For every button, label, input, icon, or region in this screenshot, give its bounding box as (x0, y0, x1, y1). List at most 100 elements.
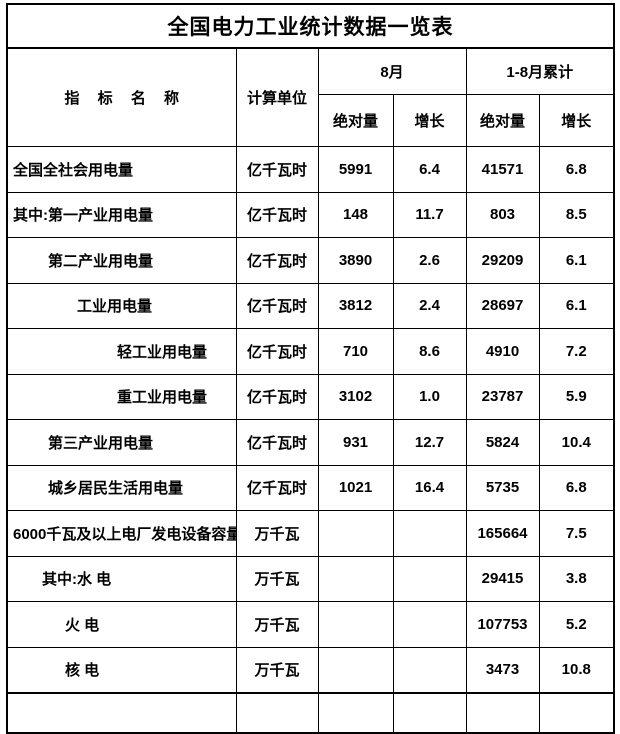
cumulative-absolute-cell: 29415 (465, 555, 540, 602)
cumulative-growth-cell: 6.1 (538, 282, 615, 329)
table-row: 城乡居民生活用电量 亿千瓦时 1021 16.4 5735 6.8 (6, 464, 615, 511)
august-absolute-cell (317, 601, 394, 648)
august-growth-cell: 1.0 (392, 373, 467, 420)
table-row: 其中:第一产业用电量 亿千瓦时 148 11.7 803 8.5 (6, 191, 615, 238)
cumulative-absolute-cell: 29209 (465, 237, 540, 284)
cutoff-row (6, 691, 615, 733)
cutoff-cell (538, 691, 615, 733)
indicator-name-cell: 核 电 (6, 646, 237, 693)
indicator-name-cell: 全国全社会用电量 (6, 146, 237, 193)
cumulative-absolute-cell: 41571 (465, 146, 540, 193)
cumulative-absolute-cell: 28697 (465, 282, 540, 329)
table-title: 全国电力工业统计数据一览表 (6, 3, 615, 49)
indicator-name-cell: 工业用电量 (6, 282, 237, 329)
cumulative-absolute-cell: 5735 (465, 464, 540, 511)
col-header-unit: 计算单位 (235, 47, 319, 147)
august-growth-cell: 6.4 (392, 146, 467, 193)
table-body: 全国全社会用电量 亿千瓦时 5991 6.4 41571 6.8 其中:第一产业… (6, 146, 615, 733)
august-absolute-cell (317, 555, 394, 602)
august-absolute-cell: 710 (317, 328, 394, 375)
august-absolute-cell: 3102 (317, 373, 394, 420)
table-row: 火 电 万千瓦 107753 5.2 (6, 601, 615, 648)
cumulative-absolute-cell: 803 (465, 191, 540, 238)
power-statistics-table: 全国电力工业统计数据一览表 指 标 名 称 计算单位 8月 1-8月累计 绝对量… (6, 3, 615, 734)
indicator-name-cell: 其中:水 电 (6, 555, 237, 602)
cutoff-cell (392, 691, 467, 733)
table-row: 重工业用电量 亿千瓦时 3102 1.0 23787 5.9 (6, 373, 615, 420)
unit-cell: 亿千瓦时 (235, 282, 319, 329)
header-group-row: 指 标 名 称 计算单位 8月 1-8月累计 (6, 47, 615, 147)
cutoff-cell (6, 691, 237, 733)
august-growth-cell: 2.4 (392, 282, 467, 329)
cumulative-absolute-cell: 3473 (465, 646, 540, 693)
cumulative-growth-cell: 7.2 (538, 328, 615, 375)
cumulative-growth-cell: 3.8 (538, 555, 615, 602)
table-row: 工业用电量 亿千瓦时 3812 2.4 28697 6.1 (6, 282, 615, 329)
cumulative-growth-cell: 10.4 (538, 419, 615, 466)
cumulative-growth-cell: 6.1 (538, 237, 615, 284)
col-header-cumulative-absolute: 绝对量 (465, 94, 540, 147)
cumulative-absolute-cell: 23787 (465, 373, 540, 420)
unit-cell: 亿千瓦时 (235, 191, 319, 238)
august-growth-cell (392, 601, 467, 648)
august-growth-cell: 12.7 (392, 419, 467, 466)
cutoff-cell (235, 691, 319, 733)
unit-cell: 亿千瓦时 (235, 419, 319, 466)
cumulative-growth-cell: 5.2 (538, 601, 615, 648)
august-absolute-cell (317, 646, 394, 693)
table-row: 其中:水 电 万千瓦 29415 3.8 (6, 555, 615, 602)
unit-cell: 亿千瓦时 (235, 464, 319, 511)
col-header-cumulative-growth: 增长 (538, 94, 615, 147)
indicator-name-cell: 6000千瓦及以上电厂发电设备容量 (6, 510, 237, 557)
august-absolute-cell: 1021 (317, 464, 394, 511)
table-row: 全国全社会用电量 亿千瓦时 5991 6.4 41571 6.8 (6, 146, 615, 193)
indicator-name-cell: 重工业用电量 (6, 373, 237, 420)
statistics-table-page: 全国电力工业统计数据一览表 指 标 名 称 计算单位 8月 1-8月累计 绝对量… (6, 3, 615, 734)
cumulative-absolute-cell: 107753 (465, 601, 540, 648)
august-growth-cell (392, 510, 467, 557)
col-header-indicator-name: 指 标 名 称 (6, 47, 237, 147)
table-row: 6000千瓦及以上电厂发电设备容量 万千瓦 165664 7.5 (6, 510, 615, 557)
unit-cell: 万千瓦 (235, 601, 319, 648)
august-growth-cell (392, 555, 467, 602)
table-row: 第三产业用电量 亿千瓦时 931 12.7 5824 10.4 (6, 419, 615, 466)
unit-cell: 亿千瓦时 (235, 146, 319, 193)
table-row: 核 电 万千瓦 3473 10.8 (6, 646, 615, 693)
indicator-name-cell: 轻工业用电量 (6, 328, 237, 375)
indicator-name-cell: 第二产业用电量 (6, 237, 237, 284)
indicator-name-cell: 火 电 (6, 601, 237, 648)
cumulative-growth-cell: 10.8 (538, 646, 615, 693)
col-header-august-growth: 增长 (392, 94, 467, 147)
col-header-august-absolute: 绝对量 (317, 94, 394, 147)
unit-cell: 万千瓦 (235, 555, 319, 602)
august-absolute-cell: 931 (317, 419, 394, 466)
table-row: 第二产业用电量 亿千瓦时 3890 2.6 29209 6.1 (6, 237, 615, 284)
cumulative-growth-cell: 5.9 (538, 373, 615, 420)
unit-cell: 万千瓦 (235, 510, 319, 557)
indicator-name-cell: 第三产业用电量 (6, 419, 237, 466)
cumulative-growth-cell: 7.5 (538, 510, 615, 557)
august-growth-cell: 11.7 (392, 191, 467, 238)
august-growth-cell (392, 646, 467, 693)
title-row: 全国电力工业统计数据一览表 (6, 3, 615, 49)
col-group-cumulative: 1-8月累计 (465, 47, 615, 95)
unit-cell: 万千瓦 (235, 646, 319, 693)
august-absolute-cell: 3812 (317, 282, 394, 329)
cutoff-cell (317, 691, 394, 733)
cumulative-growth-cell: 6.8 (538, 464, 615, 511)
august-absolute-cell: 5991 (317, 146, 394, 193)
august-growth-cell: 2.6 (392, 237, 467, 284)
unit-cell: 亿千瓦时 (235, 373, 319, 420)
cumulative-absolute-cell: 4910 (465, 328, 540, 375)
cumulative-absolute-cell: 165664 (465, 510, 540, 557)
indicator-name-cell: 其中:第一产业用电量 (6, 191, 237, 238)
col-group-august: 8月 (317, 47, 467, 95)
august-absolute-cell: 3890 (317, 237, 394, 284)
august-absolute-cell (317, 510, 394, 557)
unit-cell: 亿千瓦时 (235, 237, 319, 284)
cumulative-growth-cell: 6.8 (538, 146, 615, 193)
header-sub-row: 绝对量 增长 绝对量 增长 (7, 94, 615, 147)
unit-cell: 亿千瓦时 (235, 328, 319, 375)
cumulative-absolute-cell: 5824 (465, 419, 540, 466)
august-growth-cell: 16.4 (392, 464, 467, 511)
